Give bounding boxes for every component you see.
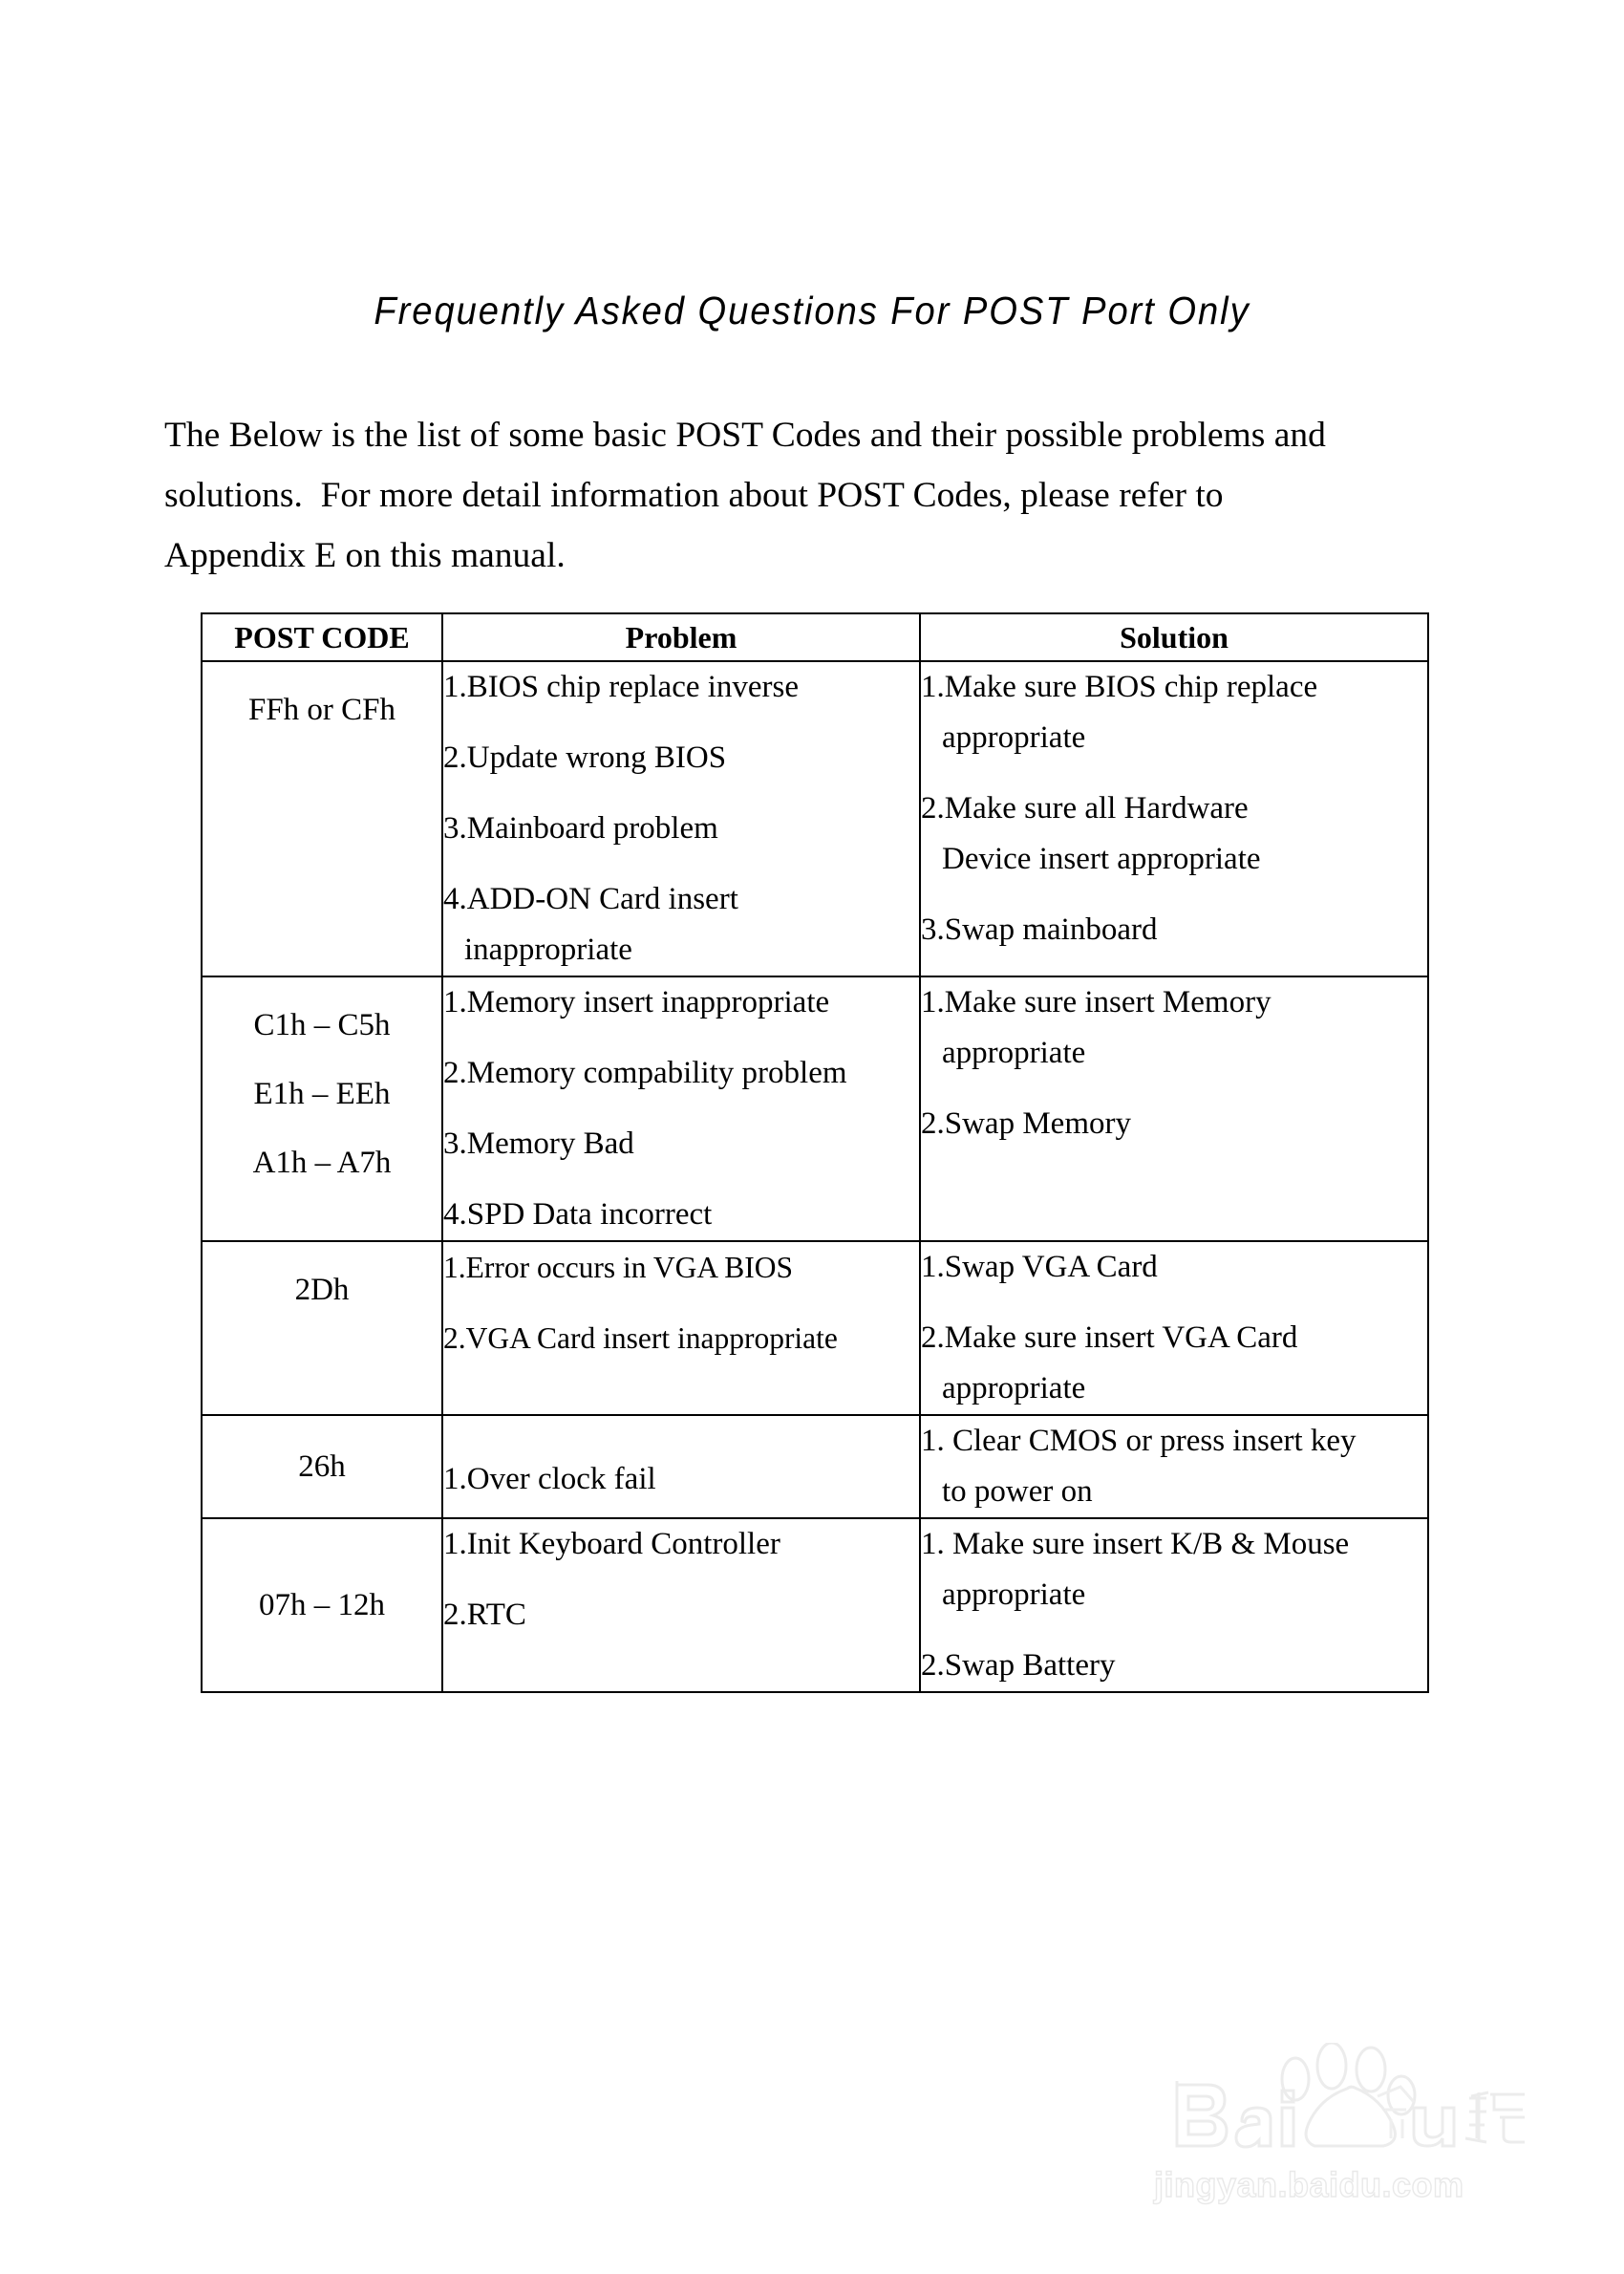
- list-item-text: 2.Memory compability problem: [443, 1056, 847, 1090]
- cell-problem: 1.Over clock fail: [441, 1414, 921, 1519]
- cell-problem: 1.Memory insert inappropriate 2.Memory c…: [441, 976, 921, 1242]
- list-item: 3.Swap mainboard: [921, 905, 1427, 955]
- list-item: 1.Error occurs in VGA BIOS: [443, 1242, 919, 1293]
- cell-post-code: 26h: [201, 1414, 443, 1519]
- list-item: 2.Make sure insert VGA Card appropriate: [921, 1313, 1427, 1414]
- list-item-text: 1.BIOS chip replace inverse: [443, 670, 800, 704]
- intro-line-2: solutions. For more detail information a…: [164, 476, 1224, 515]
- baidu-watermark: jingyan.baidu.com: [1137, 2043, 1538, 2224]
- list-item: 3.Mainboard problem: [443, 804, 919, 854]
- cell-problem: 1.Init Keyboard Controller 2.RTC: [441, 1517, 921, 1693]
- list-item-text: 2.Make sure insert VGA Card: [921, 1320, 1298, 1355]
- cell-solution: 1. Clear CMOS or press insert key to pow…: [919, 1414, 1429, 1519]
- list-item: 1.BIOS chip replace inverse: [443, 662, 919, 713]
- list-item-text: 3.Swap mainboard: [921, 912, 1158, 947]
- list-item-continuation: Device insert appropriate: [942, 842, 1261, 876]
- table-header-row: POST CODE Problem Solution: [201, 612, 1429, 662]
- list-item-continuation: appropriate: [942, 1577, 1086, 1612]
- list-item-text: 3.Mainboard problem: [443, 811, 718, 846]
- post-code-value: 07h – 12h: [259, 1588, 385, 1622]
- cell-solution: 1. Make sure insert K/B & Mouse appropri…: [919, 1517, 1429, 1693]
- post-code-value: 26h: [298, 1449, 346, 1484]
- post-code-value: A1h – A7h: [252, 1146, 392, 1180]
- list-item: 2.Swap Battery: [921, 1641, 1427, 1691]
- list-item: 1.Make sure insert Memory appropriate: [921, 977, 1427, 1079]
- cell-post-code: 2Dh: [201, 1240, 443, 1416]
- list-item: 2.VGA Card insert inappropriate: [443, 1313, 919, 1363]
- list-item: 3.Memory Bad: [443, 1119, 919, 1169]
- list-item: 1. Make sure insert K/B & Mouse appropri…: [921, 1519, 1427, 1620]
- list-item: 2.Memory compability problem: [443, 1048, 919, 1099]
- list-item-text: 1.Error occurs in VGA BIOS: [443, 1251, 794, 1284]
- list-item-text: 4.SPD Data incorrect: [443, 1197, 713, 1232]
- list-item-text: 1.Init Keyboard Controller: [443, 1527, 780, 1561]
- table-row: C1h – C5h E1h – EEh A1h – A7h 1.Memory i…: [201, 976, 1429, 1242]
- column-header-post-code: POST CODE: [201, 612, 443, 662]
- list-item: 1.Over clock fail: [443, 1454, 919, 1505]
- list-item: 2.RTC: [443, 1590, 919, 1641]
- list-item: 1.Memory insert inappropriate: [443, 977, 919, 1028]
- list-item-continuation: appropriate: [942, 720, 1086, 755]
- list-item-text: 3.Memory Bad: [443, 1126, 634, 1161]
- list-item-text: 1.Swap VGA Card: [921, 1250, 1158, 1284]
- list-item-continuation: to power on: [942, 1474, 1093, 1509]
- intro-line-1: The Below is the list of some basic POST…: [164, 416, 1326, 455]
- watermark-url: jingyan.baidu.com: [1153, 2164, 1464, 2204]
- list-item: 1.Init Keyboard Controller: [443, 1519, 919, 1570]
- list-item: 4.SPD Data incorrect: [443, 1190, 919, 1240]
- list-item: 1.Swap VGA Card: [921, 1242, 1427, 1293]
- list-item-text: 2.VGA Card insert inappropriate: [443, 1321, 838, 1355]
- table-row: 2Dh 1.Error occurs in VGA BIOS 2.VGA Car…: [201, 1240, 1429, 1416]
- intro-line-3: Appendix E on this manual.: [164, 536, 566, 575]
- post-code-table: POST CODE Problem Solution FFh or CFh 1.…: [201, 612, 1429, 1693]
- cell-problem: 1.Error occurs in VGA BIOS 2.VGA Card in…: [441, 1240, 921, 1416]
- post-code-value: C1h – C5h: [253, 1008, 391, 1042]
- list-item-text: 1.Make sure insert Memory: [921, 985, 1271, 1019]
- cell-post-code: C1h – C5h E1h – EEh A1h – A7h: [201, 976, 443, 1242]
- list-item-text: 2.Swap Memory: [921, 1106, 1131, 1141]
- list-item-text: 1.Make sure BIOS chip replace: [921, 670, 1318, 704]
- list-item: 4.ADD-ON Card insert inappropriate: [443, 874, 919, 976]
- cell-solution: 1.Swap VGA Card 2.Make sure insert VGA C…: [919, 1240, 1429, 1416]
- baidu-logo-icon: [1175, 2043, 1525, 2149]
- cell-solution: 1.Make sure BIOS chip replace appropriat…: [919, 660, 1429, 977]
- cell-post-code: FFh or CFh: [201, 660, 443, 977]
- list-item-text: 2.Make sure all Hardware: [921, 791, 1249, 826]
- post-code-value: 2Dh: [294, 1273, 350, 1307]
- cell-solution: 1.Make sure insert Memory appropriate 2.…: [919, 976, 1429, 1242]
- table-row: 26h 1.Over clock fail 1. Clear CMOS or p…: [201, 1414, 1429, 1519]
- post-code-value: E1h – EEh: [253, 1077, 391, 1111]
- list-item: 2.Update wrong BIOS: [443, 733, 919, 783]
- list-item-text: 1.Memory insert inappropriate: [443, 985, 830, 1019]
- list-item: 1.Make sure BIOS chip replace appropriat…: [921, 662, 1427, 763]
- list-item-continuation: appropriate: [942, 1371, 1086, 1405]
- table-row: FFh or CFh 1.BIOS chip replace inverse 2…: [201, 660, 1429, 977]
- list-item: 1. Clear CMOS or press insert key to pow…: [921, 1416, 1427, 1517]
- cell-post-code: 07h – 12h: [201, 1517, 443, 1693]
- list-item: 2.Swap Memory: [921, 1099, 1427, 1149]
- column-header-problem: Problem: [441, 612, 921, 662]
- list-item-text: 2.RTC: [443, 1598, 526, 1632]
- list-item-continuation: appropriate: [942, 1036, 1086, 1070]
- list-item-text: 1. Clear CMOS or press insert key: [921, 1424, 1357, 1458]
- list-item-text: 4.ADD-ON Card insert: [443, 882, 738, 916]
- cell-problem: 1.BIOS chip replace inverse 2.Update wro…: [441, 660, 921, 977]
- intro-paragraph: The Below is the list of some basic POST…: [164, 405, 1454, 586]
- page-title: Frequently Asked Questions For POST Port…: [374, 289, 1250, 333]
- list-item-text: 2.Update wrong BIOS: [443, 740, 727, 775]
- list-item-text: 2.Swap Battery: [921, 1648, 1116, 1683]
- column-header-solution: Solution: [919, 612, 1429, 662]
- post-code-value: FFh or CFh: [247, 693, 396, 727]
- list-item-continuation: inappropriate: [464, 933, 632, 967]
- list-item-text: 1.Over clock fail: [443, 1462, 656, 1496]
- list-item-text: 1. Make sure insert K/B & Mouse: [921, 1527, 1350, 1561]
- table-row: 07h – 12h 1.Init Keyboard Controller 2.R…: [201, 1517, 1429, 1693]
- list-item: 2.Make sure all Hardware Device insert a…: [921, 783, 1427, 885]
